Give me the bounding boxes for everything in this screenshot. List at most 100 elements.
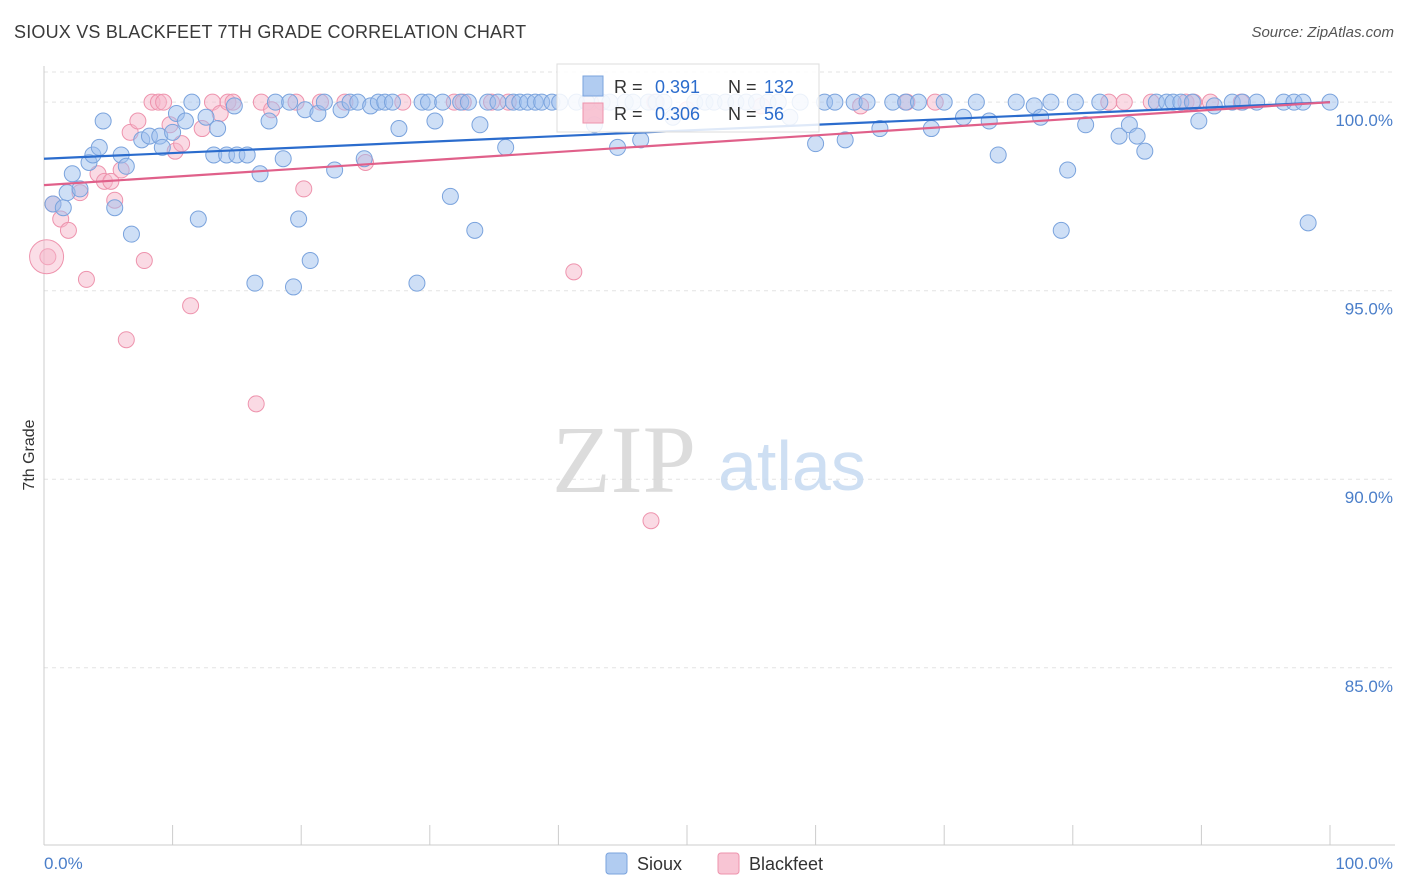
sioux-point [836, 131, 854, 149]
sioux-point [122, 225, 140, 243]
sioux-point [989, 146, 1007, 164]
sioux-point [1042, 93, 1060, 111]
sioux-point [63, 165, 81, 183]
blackfeet-point [129, 112, 147, 130]
sioux-point [1059, 161, 1077, 179]
sioux-point [326, 161, 344, 179]
sioux-point [106, 199, 124, 217]
watermark: ZIP atlas [552, 406, 866, 513]
stats-n-label: N = [728, 104, 757, 124]
sioux-point [290, 210, 308, 228]
sioux-point [315, 93, 333, 111]
x-tick-labels: 0.0% 100.0% [44, 854, 1393, 873]
y-tick-label: 85.0% [1345, 677, 1393, 696]
blackfeet-point [247, 395, 265, 413]
stats-n-value: 132 [764, 77, 794, 97]
sioux-point [858, 93, 876, 111]
sioux-point [209, 120, 227, 138]
sioux-point [284, 278, 302, 296]
blackfeet-point [295, 180, 313, 198]
stats-n-value: 56 [764, 104, 784, 124]
sioux-point [274, 150, 292, 168]
sioux-point [459, 93, 477, 111]
sioux-point [497, 138, 515, 156]
sioux-point [441, 187, 459, 205]
sioux-point [807, 135, 825, 153]
blackfeet-point [39, 248, 57, 266]
series-legend: Sioux Blackfeet [605, 852, 823, 875]
blackfeet-point [77, 270, 95, 288]
stats-legend-box [556, 63, 820, 133]
sioux-point [1032, 108, 1050, 126]
stats-r-value: 0.391 [655, 77, 700, 97]
sioux-point [164, 123, 182, 141]
sioux-point [1128, 127, 1146, 145]
blackfeet-point [565, 263, 583, 281]
source-credit: Source: ZipAtlas.com [1251, 24, 1394, 41]
sioux-point [90, 138, 108, 156]
sioux-point [871, 120, 889, 138]
blackfeet-point [155, 93, 173, 111]
sioux-point [183, 93, 201, 111]
stats-legend: R = 0.391 N = 132 R = 0.306 N = 56 [556, 63, 820, 133]
sioux-point [1052, 221, 1070, 239]
sioux-point [94, 112, 112, 130]
blackfeet-point [182, 297, 200, 315]
watermark-zip: ZIP [552, 406, 696, 513]
y-tick-label: 90.0% [1345, 488, 1393, 507]
sioux-point [390, 120, 408, 138]
axes [43, 66, 1395, 846]
sioux-point [1299, 214, 1317, 232]
sioux-point [967, 93, 985, 111]
blackfeet-point [642, 512, 660, 530]
sioux-point [1077, 116, 1095, 134]
y-tick-label: 100.0% [1335, 111, 1393, 130]
sioux-point [1091, 93, 1109, 111]
sioux-point [117, 157, 135, 175]
x-tick-label: 100.0% [1335, 854, 1393, 873]
sioux-point [54, 199, 72, 217]
sioux-point [71, 180, 89, 198]
sioux-point [153, 138, 171, 156]
sioux-point [1007, 93, 1025, 111]
y-axis-label: 7th Grade [21, 419, 38, 490]
watermark-atlas: atlas [718, 427, 866, 505]
sioux-point [980, 112, 998, 130]
stats-r-label: R = [614, 77, 643, 97]
blackfeet-point-large [29, 239, 65, 275]
sioux-point [246, 274, 264, 292]
blackfeet-trend-line [43, 101, 1331, 187]
sioux-point [909, 93, 927, 111]
sioux-point [471, 116, 489, 134]
sioux-point [935, 93, 953, 111]
stats-r-value: 0.306 [655, 104, 700, 124]
legend-label-sioux: Sioux [637, 854, 682, 874]
blackfeet-point [135, 252, 153, 270]
legend-label-blackfeet: Blackfeet [749, 854, 823, 874]
sioux-point [189, 210, 207, 228]
sioux-point [281, 93, 299, 111]
sioux-point [1136, 142, 1154, 160]
sioux-point [489, 93, 507, 111]
x-tick-label: 0.0% [44, 854, 83, 873]
stats-r-label: R = [614, 104, 643, 124]
sioux-point [434, 93, 452, 111]
sioux-point [420, 93, 438, 111]
chart-title: SIOUX VS BLACKFEET 7TH GRADE CORRELATION… [14, 22, 527, 42]
blackfeet-point [59, 221, 77, 239]
sioux-point [266, 93, 284, 111]
legend-swatch-sioux [605, 852, 628, 875]
sioux-point [384, 93, 402, 111]
sioux-point [260, 112, 278, 130]
sioux-point [176, 112, 194, 130]
sioux-point [197, 108, 215, 126]
legend-swatch-blackfeet [717, 852, 740, 875]
sioux-point [1190, 112, 1208, 130]
sioux-point [426, 112, 444, 130]
sioux-point [466, 221, 484, 239]
stats-n-label: N = [728, 77, 757, 97]
sioux-point [225, 97, 243, 115]
y-tick-label: 95.0% [1345, 300, 1393, 319]
y-tick-labels: 100.0% 95.0% 90.0% 85.0% [1335, 111, 1393, 696]
